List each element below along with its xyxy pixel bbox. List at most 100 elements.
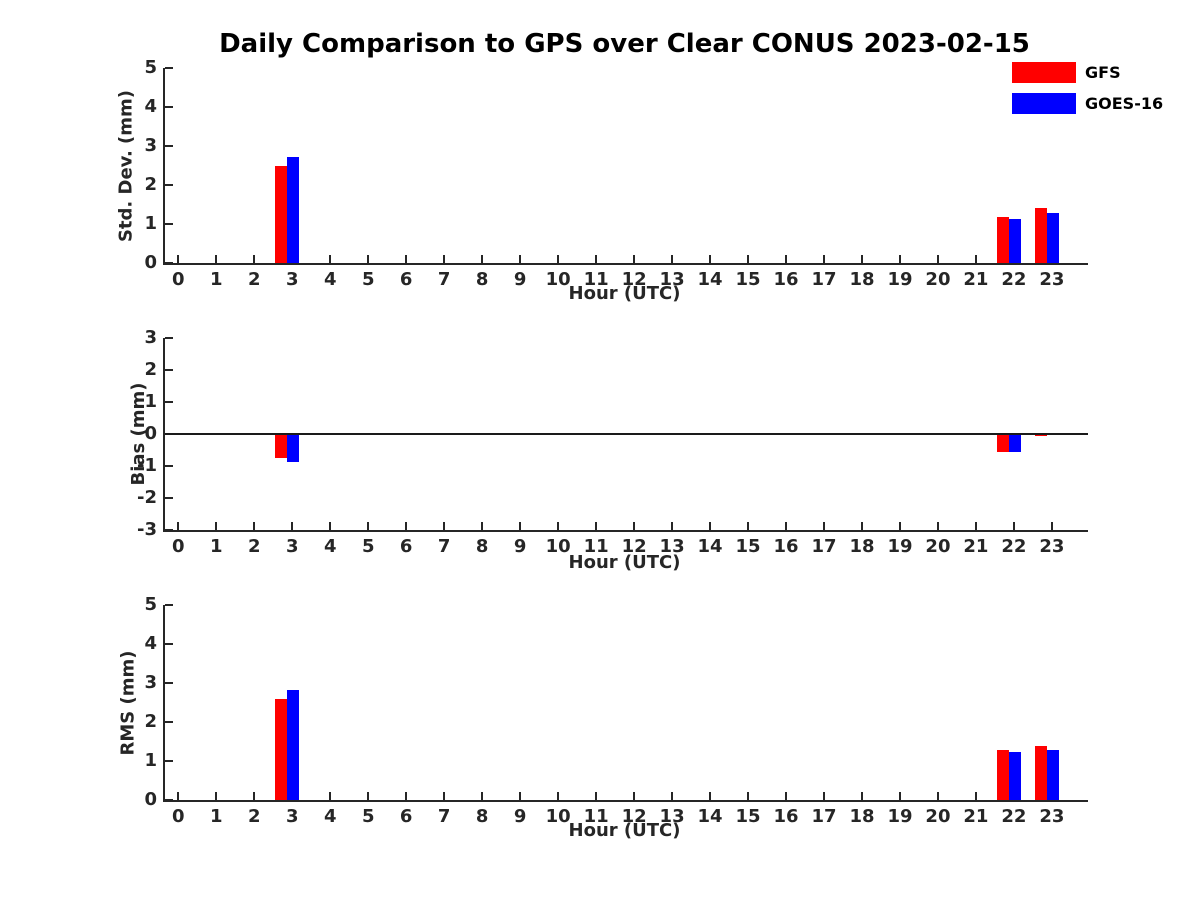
x-tick-label: 9: [513, 269, 527, 290]
zero-line: [165, 433, 1088, 435]
x-tick: [898, 522, 901, 530]
x-tick: [177, 255, 180, 263]
x-tick-label: 23: [1039, 269, 1065, 290]
y-tick: [165, 145, 173, 147]
x-tick-label: 15: [735, 536, 761, 557]
x-tick: [443, 255, 446, 263]
x-tick-label: 3: [285, 269, 299, 290]
x-tick-label: 4: [323, 536, 337, 557]
y-tick-label: 0: [144, 789, 157, 810]
x-tick-label: 18: [849, 806, 875, 827]
x-tick: [936, 522, 939, 530]
y-tick-label: 1: [144, 750, 157, 771]
x-tick: [481, 792, 484, 800]
x-tick-label: 23: [1039, 536, 1065, 557]
x-tick-label: 9: [513, 536, 527, 557]
y-tick: [165, 369, 173, 371]
x-tick: [405, 255, 408, 263]
x-tick-label: 20: [925, 806, 951, 827]
x-tick: [860, 255, 863, 263]
x-tick-label: 21: [963, 269, 989, 290]
bar-goes16-h3: [287, 156, 300, 263]
x-tick: [253, 255, 256, 263]
bar-goes16-h22: [1008, 218, 1021, 263]
y-tick: [165, 682, 173, 684]
x-tick-label: 10: [545, 269, 571, 290]
x-tick: [519, 792, 522, 800]
x-tick-label: 20: [925, 269, 951, 290]
bar-gfs-h3: [275, 165, 288, 263]
x-tick-label: 3: [285, 806, 299, 827]
x-tick: [898, 792, 901, 800]
bar-goes16-h23: [1046, 212, 1059, 263]
x-tick-label: 17: [811, 269, 837, 290]
x-tick: [405, 522, 408, 530]
x-tick-label: 2: [247, 806, 261, 827]
y-tick-label: 2: [144, 711, 157, 732]
x-tick: [519, 255, 522, 263]
x-tick: [633, 255, 636, 263]
x-tick-label: 2: [247, 536, 261, 557]
x-tick-label: 17: [811, 806, 837, 827]
legend-swatch-gfs: [1012, 62, 1076, 83]
bar-gfs-h3: [275, 434, 288, 459]
bar-goes16-h22: [1008, 752, 1021, 800]
x-tick: [595, 522, 598, 530]
x-tick-label: 8: [475, 536, 489, 557]
x-tick-label: 19: [887, 269, 913, 290]
x-tick: [253, 522, 256, 530]
x-tick: [671, 522, 674, 530]
x-tick-label: 9: [513, 806, 527, 827]
x-tick: [747, 792, 750, 800]
legend: GFS GOES-16: [1012, 62, 1163, 124]
y-tick-label: 5: [144, 57, 157, 78]
y-tick: [165, 643, 173, 645]
y-tick-label: 3: [144, 672, 157, 693]
bar-gfs-h23: [1034, 745, 1047, 800]
bar-gfs-h3: [275, 698, 288, 800]
bar-gfs-h22: [996, 750, 1009, 800]
x-tick: [709, 792, 712, 800]
x-tick: [823, 522, 825, 530]
x-tick-label: 13: [659, 536, 685, 557]
x-tick: [936, 792, 939, 800]
x-tick: [177, 522, 180, 530]
x-tick: [329, 792, 332, 800]
x-tick-label: 15: [735, 806, 761, 827]
x-tick-label: 15: [735, 269, 761, 290]
x-tick-label: 5: [361, 806, 375, 827]
chart-title: Daily Comparison to GPS over Clear CONUS…: [219, 29, 1030, 59]
x-tick: [557, 522, 560, 530]
x-tick: [291, 522, 294, 530]
x-tick-label: 18: [849, 536, 875, 557]
x-tick-label: 16: [773, 269, 799, 290]
y-tick: [165, 67, 173, 69]
x-tick-label: 14: [697, 806, 723, 827]
legend-item-gfs: GFS: [1012, 62, 1163, 83]
x-tick: [747, 255, 750, 263]
x-tick: [595, 792, 598, 800]
x-tick-label: 19: [887, 536, 913, 557]
x-tick-label: 22: [1001, 269, 1027, 290]
y-tick: [165, 760, 173, 762]
x-tick: [177, 792, 180, 800]
y-tick: [165, 262, 173, 264]
x-tick-label: 13: [659, 269, 685, 290]
x-tick: [747, 522, 750, 530]
x-tick: [329, 522, 332, 530]
x-tick: [633, 522, 636, 530]
x-tick-label: 7: [437, 806, 451, 827]
x-tick: [974, 792, 977, 800]
x-tick-label: 6: [399, 536, 413, 557]
x-tick-label: 0: [172, 806, 185, 827]
x-tick: [367, 792, 370, 800]
y-tick-label: -3: [137, 519, 157, 540]
x-tick-label: 21: [963, 806, 989, 827]
x-tick-label: 14: [697, 536, 723, 557]
y-tick-label: 0: [144, 423, 157, 444]
plot-area-stddev: 0 1 2 3 4 5 6 7 8 9 10 11 12 13 14 15 16 17 18 19 20 21 22 23 0 1…: [144, 58, 1088, 290]
y-tick-label: 3: [144, 135, 157, 156]
x-tick: [329, 255, 332, 263]
x-tick-label: 19: [887, 806, 913, 827]
bar-goes16-h3: [287, 689, 300, 800]
